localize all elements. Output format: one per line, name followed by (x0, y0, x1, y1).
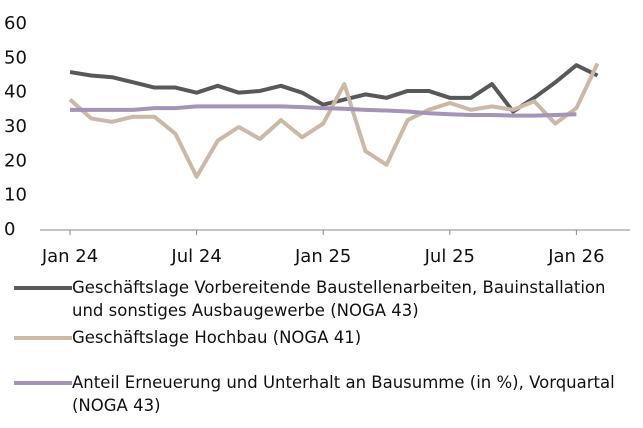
x-tick-label: Jan 26 (547, 246, 604, 267)
y-tick-label: 10 (4, 185, 27, 206)
legend: Geschäftslage Vorbereitende Baustellenar… (14, 276, 639, 421)
y-tick-label: 40 (4, 82, 27, 103)
chart: 0 10 20 30 40 50 60 Jan 24 Jul 24 Jan 25 Jul 25 Jan… (4, 13, 630, 267)
y-tick-label: 30 (4, 116, 27, 137)
legend-entry: Geschäftslage Hochbau (NOGA 41) (14, 326, 639, 349)
x-tick-label: Jan 25 (294, 246, 351, 267)
x-tick-label: Jul 24 (170, 246, 221, 267)
y-tick-label: 0 (4, 219, 15, 240)
x-tick-label: Jul 25 (424, 246, 475, 267)
legend-label: Anteil Erneuerung und Unterhalt an Bausu… (72, 373, 615, 415)
legend-entry: Anteil Erneuerung und Unterhalt an Bausu… (14, 371, 639, 417)
legend-swatch (14, 336, 72, 340)
legend-label: Geschäftslage Vorbereitende Baustellenar… (72, 278, 606, 320)
x-tick-label: Jan 24 (41, 246, 98, 267)
y-tick-label: 20 (4, 150, 27, 171)
legend-entry: Geschäftslage Vorbereitende Baustellenar… (14, 276, 639, 322)
legend-swatch (14, 381, 72, 385)
series-line (70, 104, 577, 118)
legend-label: Geschäftslage Hochbau (NOGA 41) (72, 328, 362, 347)
legend-swatch (14, 286, 72, 290)
series-line (68, 62, 600, 179)
y-tick-label: 50 (4, 47, 27, 68)
y-tick-label: 60 (4, 13, 27, 34)
